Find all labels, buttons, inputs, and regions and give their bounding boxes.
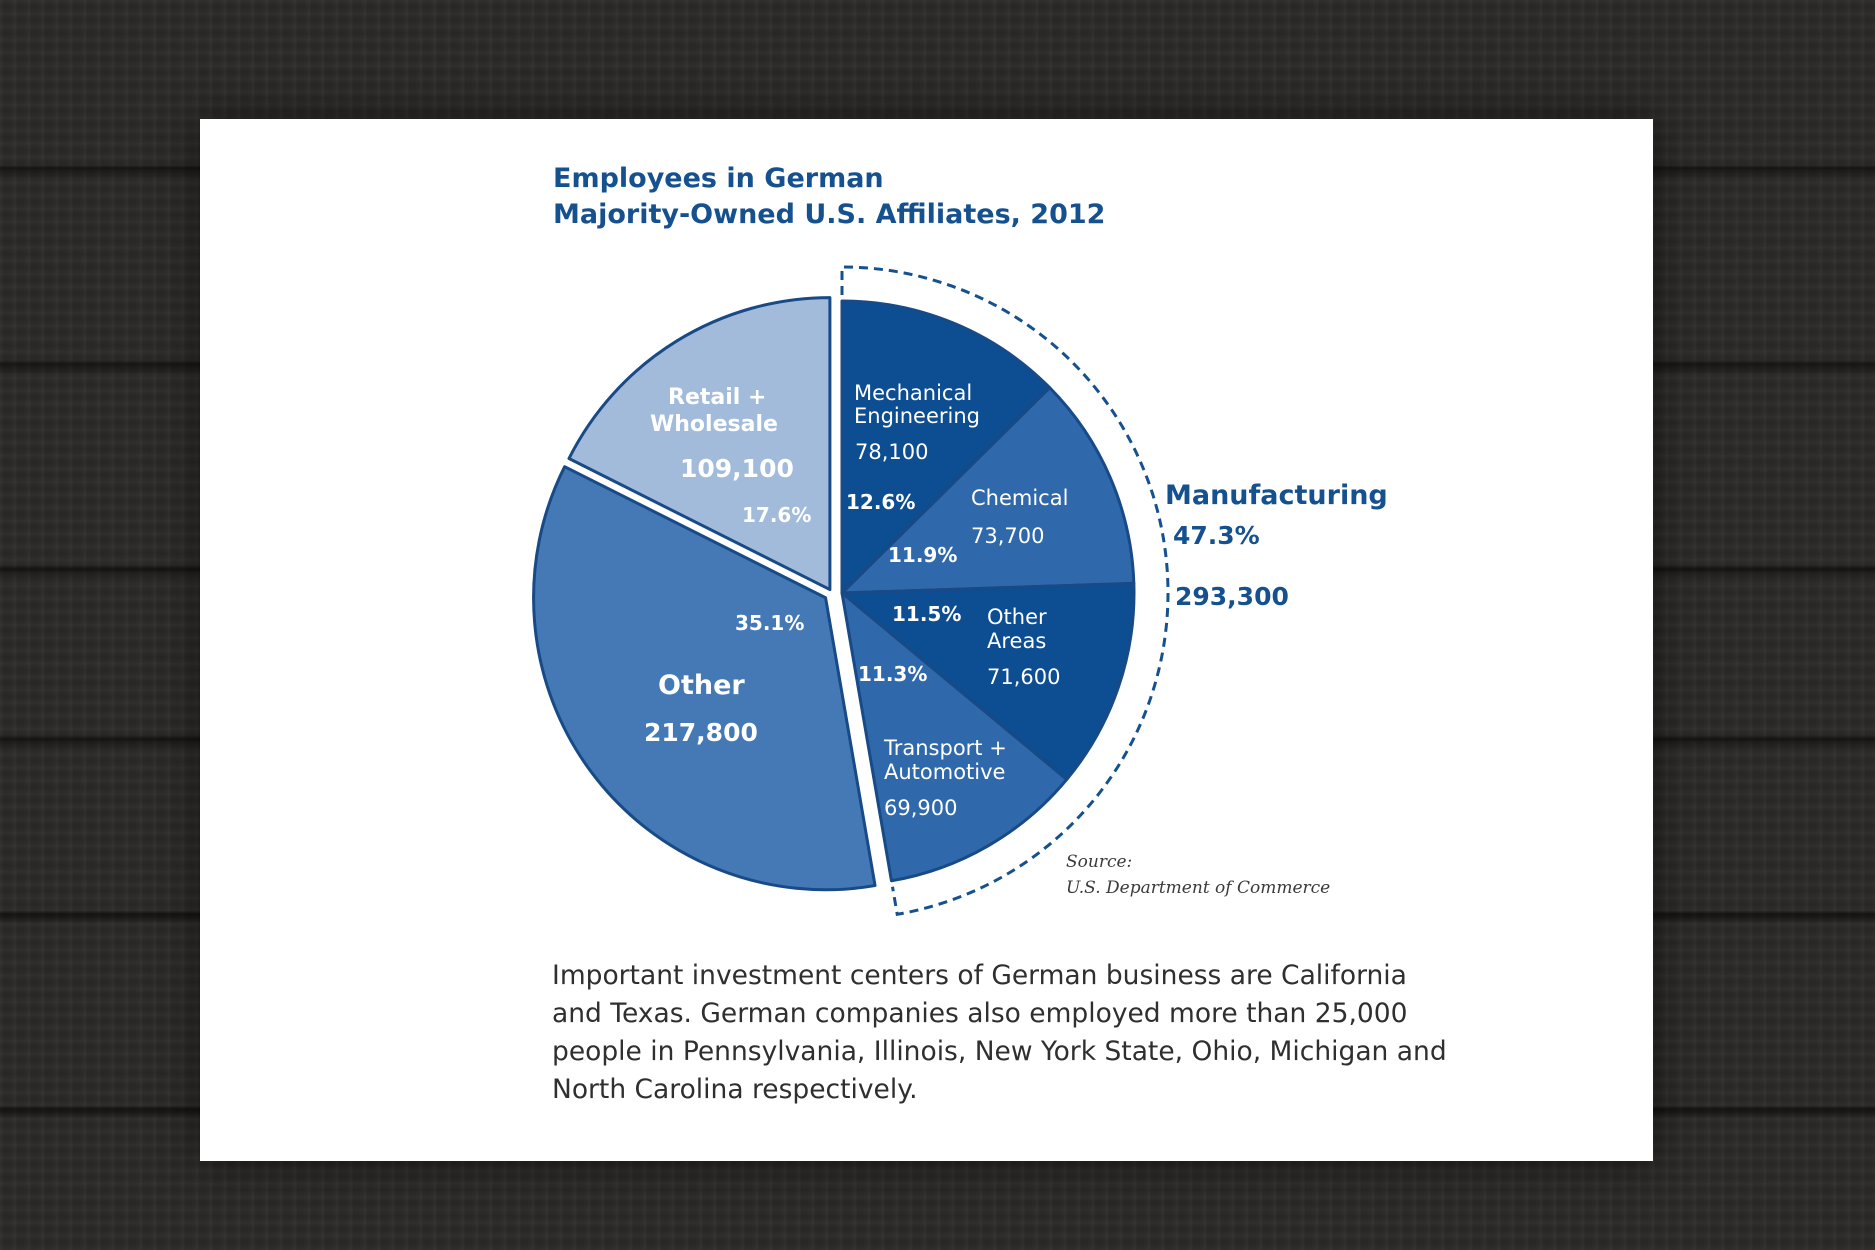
pie-slice-other: [532, 465, 877, 892]
chart-title-line-2: Majority-Owned U.S. Affiliates, 2012: [553, 199, 1105, 230]
caption-text: Important investment centers of German b…: [552, 960, 1447, 1105]
pie-chart: Employees in German Majority-Owned U.S. …: [532, 163, 1388, 917]
pie-slice-chem: [840, 386, 1136, 595]
group-percent-manufacturing: 47.3%: [1173, 521, 1260, 550]
slice-percent-chemical: 11.9%: [888, 543, 957, 567]
slice-percent-other: 35.1%: [735, 611, 804, 635]
slice-value-other-areas: 71,600: [987, 665, 1060, 689]
slice-label-transport-line-1: Transport +: [883, 736, 1007, 760]
slice-label-transport-line-2: Automotive: [884, 760, 1005, 784]
slice-label-mechanical-line-1: Mechanical: [854, 381, 972, 405]
pie-slice-areas: [840, 581, 1136, 781]
slice-percent-retail: 17.6%: [742, 503, 811, 527]
source-name: U.S. Department of Commerce: [1066, 878, 1330, 898]
slice-value-other: 217,800: [644, 718, 758, 747]
slice-label-other-areas-line-2: Areas: [987, 629, 1046, 653]
slice-value-chemical: 73,700: [971, 524, 1044, 548]
slice-label-mechanical-line-2: Engineering: [854, 404, 980, 428]
pie-slice-mech: [840, 299, 1052, 595]
slice-label-retail-line-1: Retail +: [668, 385, 766, 410]
slice-percent-mechanical: 12.6%: [846, 490, 915, 514]
group-value-manufacturing: 293,300: [1175, 582, 1289, 611]
manufacturing-bracket: [840, 265, 1170, 917]
slice-label-chemical: Chemical: [971, 486, 1068, 510]
source-label: Source:: [1066, 852, 1132, 872]
group-label-manufacturing: Manufacturing: [1165, 480, 1388, 511]
chart-card: Employees in German Majority-Owned U.S. …: [200, 119, 1653, 1161]
slice-percent-other-areas: 11.5%: [892, 602, 961, 626]
slice-label-other: Other: [658, 670, 745, 701]
slice-value-mechanical: 78,100: [855, 440, 928, 464]
pie-slices: [532, 296, 1136, 892]
slice-label-other-areas-line-1: Other: [987, 605, 1047, 629]
slice-value-retail: 109,100: [680, 454, 794, 483]
slice-value-transport: 69,900: [884, 796, 957, 820]
slice-label-retail-line-2: Wholesale: [650, 412, 778, 437]
slice-percent-transport: 11.3%: [858, 662, 927, 686]
chart-title-line-1: Employees in German: [553, 163, 884, 194]
pie-slice-retail: [567, 296, 832, 592]
pie-slice-trans: [840, 591, 1069, 883]
